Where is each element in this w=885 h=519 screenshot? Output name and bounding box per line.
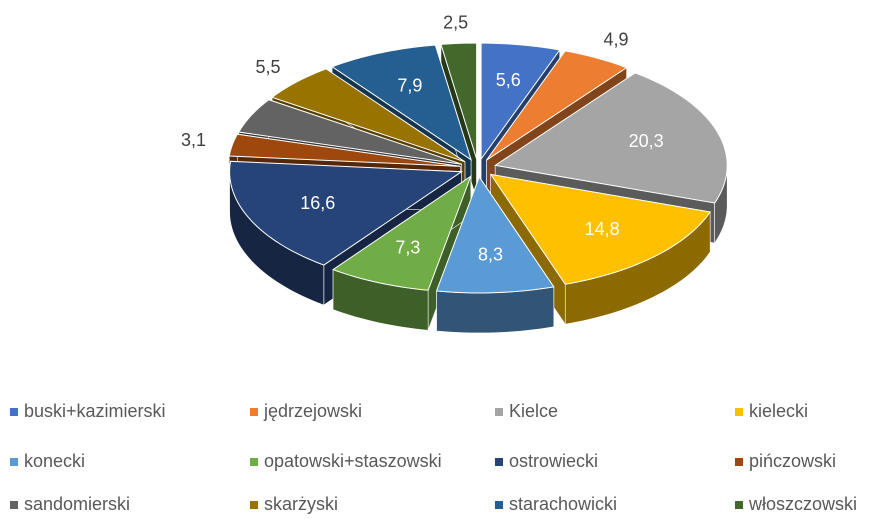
legend-label: ostrowiecki xyxy=(509,451,598,471)
data-label: 5,6 xyxy=(496,70,521,90)
slice-tops xyxy=(228,42,728,294)
slice xyxy=(331,44,472,161)
slice xyxy=(480,42,561,161)
legend-label: sandomierski xyxy=(24,494,130,514)
legend-marker xyxy=(495,501,503,509)
data-label: 4,9 xyxy=(603,30,628,50)
legend-marker xyxy=(495,458,503,466)
legend-label: skarżyski xyxy=(264,494,338,514)
slice xyxy=(493,72,728,204)
legend-label: kielecki xyxy=(749,401,808,421)
data-label: 3,1 xyxy=(181,130,206,150)
legend-label: włoszczowski xyxy=(748,494,857,514)
legend-marker xyxy=(10,501,18,509)
legend-label: starachowicki xyxy=(509,494,617,514)
legend-marker xyxy=(250,408,258,416)
slice xyxy=(331,174,472,291)
data-label: 20,3 xyxy=(629,131,664,151)
legend-label: buski+kazimierski xyxy=(24,401,166,421)
data-label: 7,9 xyxy=(397,76,422,96)
slice xyxy=(237,99,462,165)
slice xyxy=(489,173,712,285)
legend-marker xyxy=(495,408,503,416)
slice xyxy=(229,160,464,266)
data-label: 7,3 xyxy=(395,237,420,257)
legend-marker xyxy=(735,501,743,509)
data-label: 8,3 xyxy=(478,244,503,264)
legend-label: konecki xyxy=(24,451,85,471)
legend-marker xyxy=(735,458,743,466)
data-label: 16,6 xyxy=(300,193,335,213)
slice xyxy=(271,68,466,163)
slice xyxy=(228,133,461,167)
slice xyxy=(435,175,555,294)
legend-marker xyxy=(735,408,743,416)
legend-label: Kielce xyxy=(509,401,558,421)
slice xyxy=(440,42,478,160)
legend-marker xyxy=(10,408,18,416)
legend-label: jędrzejowski xyxy=(263,401,362,421)
legend-label: pińczowski xyxy=(749,451,836,471)
data-label: 5,5 xyxy=(256,57,281,77)
legend-marker xyxy=(10,458,18,466)
legend-label: opatowski+staszowski xyxy=(264,451,442,471)
legend-marker xyxy=(250,458,258,466)
legend-marker xyxy=(250,501,258,509)
slice-wall xyxy=(436,286,555,334)
slice xyxy=(486,50,628,161)
data-label: 2,5 xyxy=(443,12,468,32)
data-label: 14,8 xyxy=(585,219,620,239)
